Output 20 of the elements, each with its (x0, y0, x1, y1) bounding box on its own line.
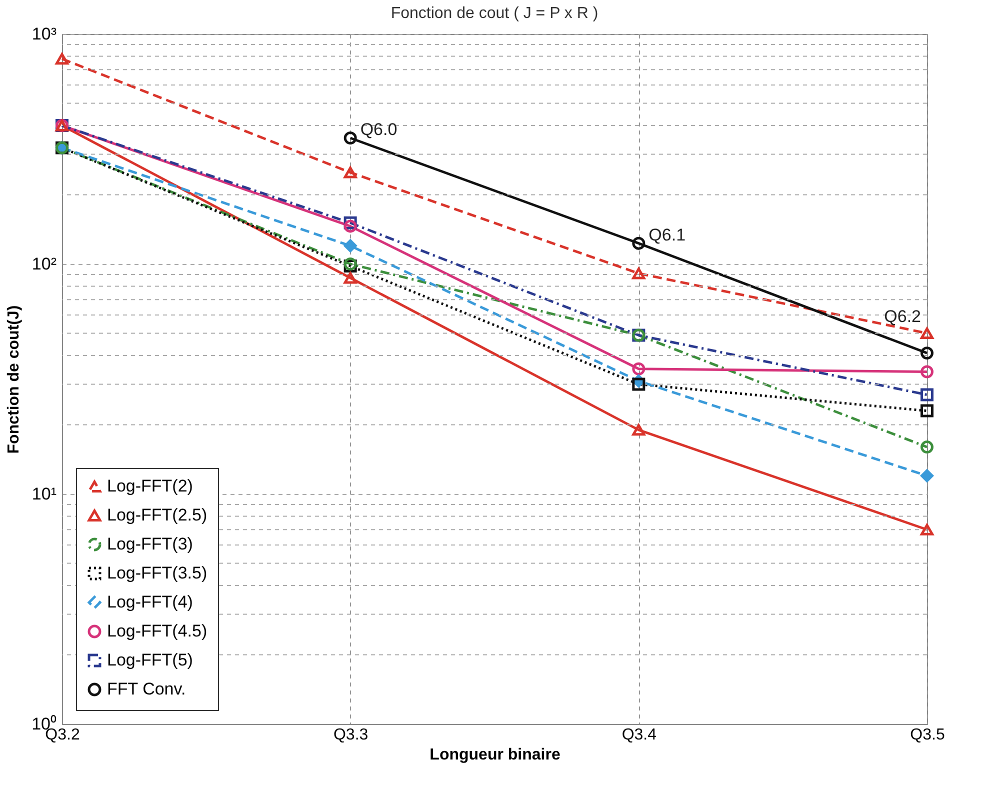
y-tick-label: 10¹ (32, 484, 57, 504)
legend-label: Log-FFT(4.5) (107, 622, 208, 640)
x-tick-label: Q3.3 (333, 726, 368, 744)
legend-label: Log-FFT(2) (107, 476, 193, 496)
x-tick-label: Q3.5 (910, 726, 945, 744)
annotation: Q6.1 (648, 225, 686, 244)
y-tick-label: 10³ (32, 24, 57, 44)
annotation: Q6.2 (884, 307, 921, 326)
x-axis-title: Longueur binaire (430, 746, 560, 764)
annotation: Q6.0 (360, 120, 398, 140)
chart-title: Fonction de cout ( J = P x R ) (390, 5, 598, 22)
legend-label: Log-FFT(2.5) (107, 506, 208, 524)
legend-label: Log-FFT(3) (107, 534, 193, 554)
legend-label: Log-FFT(4) (107, 592, 193, 612)
y-tick-label: 10² (32, 254, 57, 274)
legend-label: Log-FFT(5) (107, 650, 193, 670)
legend-label: FFT Conv. (107, 680, 186, 698)
y-axis-title: Fonction de cout(J) (6, 305, 23, 454)
x-tick-label: Q3.4 (622, 726, 657, 744)
legend-label: Log-FFT(3.5) (107, 564, 208, 582)
